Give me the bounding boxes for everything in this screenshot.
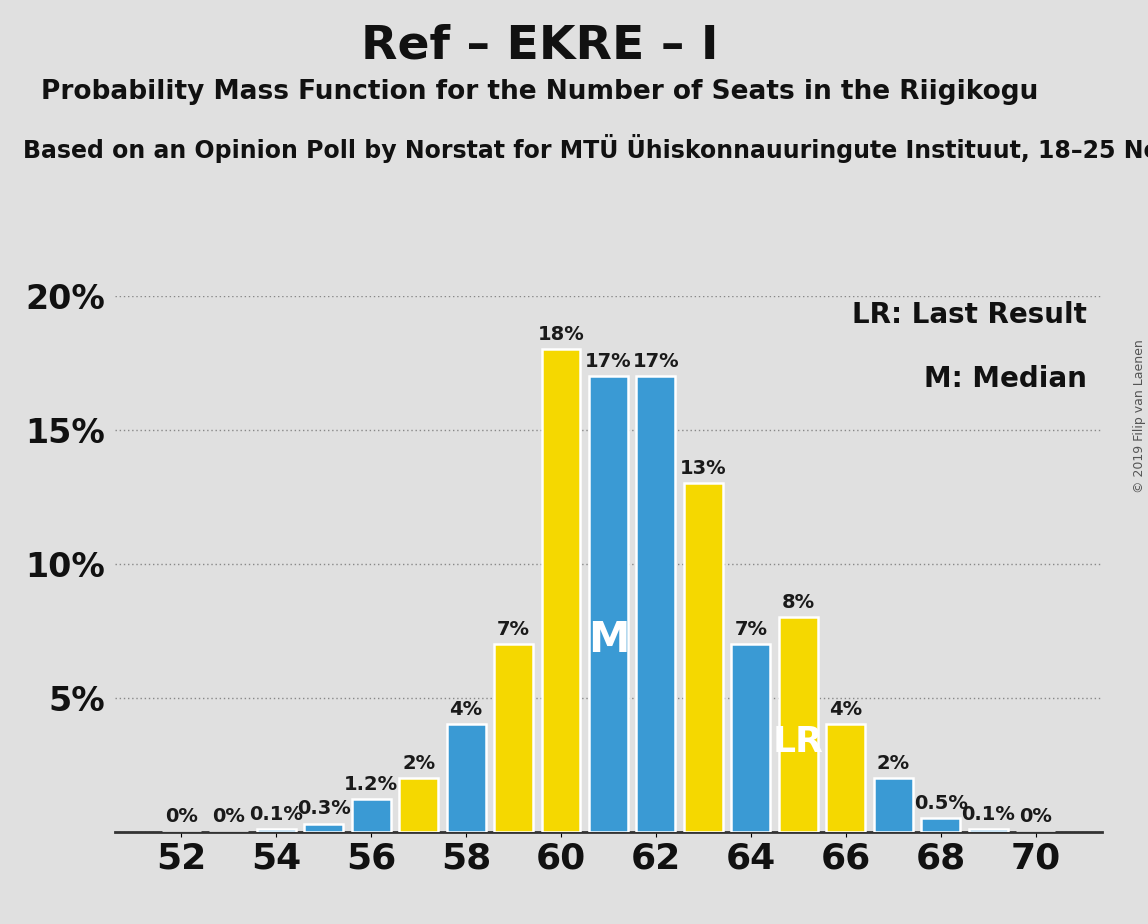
Bar [636, 376, 675, 832]
Text: M: Median: M: Median [924, 365, 1087, 394]
Text: 0%: 0% [165, 808, 197, 826]
Bar [304, 823, 343, 832]
Bar [921, 819, 960, 832]
Text: 0%: 0% [212, 808, 246, 826]
Bar [731, 644, 770, 832]
Text: 0.3%: 0.3% [297, 799, 350, 819]
Bar [542, 349, 581, 832]
Text: Probability Mass Function for the Number of Seats in the Riigikogu: Probability Mass Function for the Number… [41, 79, 1038, 104]
Text: © 2019 Filip van Laenen: © 2019 Filip van Laenen [1133, 339, 1146, 492]
Text: 0.5%: 0.5% [914, 794, 968, 813]
Bar [874, 778, 913, 832]
Bar [400, 778, 439, 832]
Text: 13%: 13% [680, 459, 727, 478]
Bar [589, 376, 628, 832]
Text: Based on an Opinion Poll by Norstat for MTÜ Ühiskonnauuringute Instituut, 18–25 : Based on an Opinion Poll by Norstat for … [23, 134, 1148, 163]
Text: 1.2%: 1.2% [344, 775, 398, 794]
Text: 18%: 18% [537, 325, 584, 344]
Text: 2%: 2% [402, 754, 435, 772]
Bar [778, 617, 817, 832]
Text: LR: LR [773, 724, 824, 759]
Bar [351, 799, 390, 832]
Text: 17%: 17% [633, 352, 680, 371]
Text: 7%: 7% [735, 620, 767, 638]
Text: 0.1%: 0.1% [249, 805, 303, 823]
Text: 0.1%: 0.1% [961, 805, 1015, 823]
Text: 8%: 8% [782, 593, 815, 612]
Bar [494, 644, 533, 832]
Bar [447, 724, 486, 832]
Text: 4%: 4% [829, 700, 862, 719]
Text: M: M [588, 619, 629, 662]
Text: Ref – EKRE – I: Ref – EKRE – I [360, 23, 719, 68]
Text: 7%: 7% [497, 620, 530, 638]
Text: LR: Last Result: LR: Last Result [853, 301, 1087, 329]
Bar [969, 829, 1008, 832]
Text: 17%: 17% [585, 352, 631, 371]
Bar [684, 483, 723, 832]
Bar [827, 724, 866, 832]
Bar [257, 829, 296, 832]
Text: 0%: 0% [1019, 808, 1052, 826]
Text: 2%: 2% [877, 754, 910, 772]
Text: 4%: 4% [450, 700, 482, 719]
